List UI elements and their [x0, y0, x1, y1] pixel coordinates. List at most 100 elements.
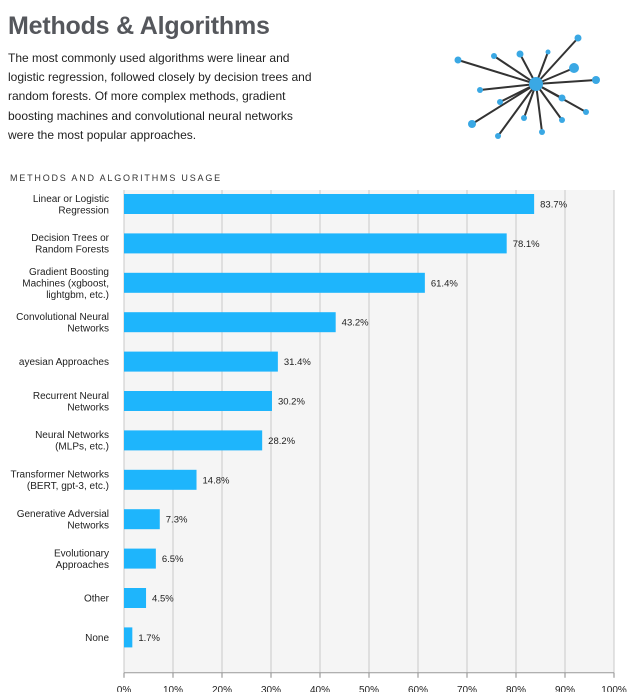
network-node — [559, 117, 565, 123]
bar — [124, 588, 147, 608]
network-edge — [471, 83, 537, 125]
network-node — [545, 49, 551, 55]
x-tick-label: 80% — [506, 685, 526, 692]
category-label: Gradient Boosting Machines (xgboost, light… — [22, 267, 109, 301]
category-label: None — [85, 633, 109, 644]
network-node — [468, 120, 476, 128]
category-label-line: (MLPs, etc.) — [55, 442, 109, 453]
bar-value-label: 30.2% — [278, 397, 305, 408]
chart-title: METHODS AND ALGORITHMS USAGE — [10, 173, 222, 183]
category-label-line: Other — [84, 594, 110, 605]
bar-value-label: 78.1% — [513, 239, 540, 250]
x-tick-label: 100% — [601, 685, 627, 692]
category-label-line: Networks — [67, 323, 109, 334]
bar-value-label: 28.2% — [268, 436, 295, 447]
category-label-line: Neural Networks — [35, 430, 109, 441]
category-label-line: (BERT, gpt-3, etc.) — [27, 481, 109, 492]
network-node — [592, 76, 600, 84]
bar-value-label: 14.8% — [203, 475, 230, 486]
bar-value-label: 83.7% — [540, 200, 567, 211]
network-hub-node — [529, 77, 543, 91]
category-label: Decision Trees or Random Forests — [31, 233, 109, 256]
network-illustration — [454, 34, 600, 139]
category-label-line: Machines (xgboost, — [22, 278, 109, 289]
network-node — [569, 63, 579, 73]
category-label-line: Decision Trees or — [31, 233, 109, 244]
network-node — [495, 133, 501, 139]
bar — [124, 351, 278, 372]
page-title: Methods & Algorithms — [8, 12, 270, 40]
bar-value-label: 4.5% — [152, 594, 174, 605]
network-edge — [479, 83, 537, 91]
category-label-line: Random Forests — [35, 245, 109, 256]
network-node — [491, 53, 497, 59]
network-node — [574, 34, 582, 42]
bar — [124, 391, 272, 411]
bar-chart: 83.7% 78.1% 61.4% 43.2% 31.4% 30.2% 28.2% 14.8%… — [10, 190, 627, 692]
x-tick-label: 30% — [261, 685, 281, 692]
bar — [124, 548, 156, 569]
category-label: Evolutionary Approaches — [54, 548, 109, 571]
category-label: Neural Networks (MLPs, etc.) — [35, 430, 109, 453]
network-node — [516, 50, 524, 58]
category-label-line: None — [85, 633, 109, 644]
bar — [124, 312, 336, 333]
category-label-line: Evolutionary — [54, 548, 109, 559]
bar — [124, 233, 507, 254]
bar-value-label: 31.4% — [284, 357, 311, 368]
network-node — [539, 129, 545, 135]
category-label-line: Linear or Logistic — [33, 194, 109, 205]
bar — [124, 430, 263, 451]
category-label-line: Gradient Boosting — [29, 267, 109, 278]
category-label-line: Approaches — [56, 560, 109, 571]
x-tick-label: 60% — [408, 685, 428, 692]
bar — [124, 627, 133, 648]
category-label: Convolutional Neural Networks — [16, 312, 109, 335]
bar — [124, 469, 197, 490]
network-edge — [457, 59, 537, 85]
network-edge — [535, 37, 579, 85]
network-edge — [493, 55, 537, 85]
network-node — [454, 56, 462, 64]
x-tick-label: 0% — [117, 685, 132, 692]
bar-value-label: 6.5% — [162, 554, 184, 565]
category-label-line: Generative Adversial — [17, 509, 109, 520]
network-node — [558, 94, 566, 102]
intro-paragraph: The most commonly used algorithms were l… — [8, 51, 312, 142]
x-tick-label: 70% — [457, 685, 477, 692]
x-tick-label: 90% — [555, 685, 575, 692]
network-node — [583, 109, 589, 115]
category-label: ayesian Approaches — [19, 357, 109, 368]
category-label-line: Regression — [58, 205, 109, 216]
category-label-line: ayesian Approaches — [19, 357, 109, 368]
category-label: Generative Adversial Networks — [17, 509, 109, 532]
category-label-line: Recurrent Neural — [33, 391, 109, 402]
category-label-line: lightgbm, etc.) — [46, 290, 109, 301]
category-label: Transformer Networks (BERT, gpt-3, etc.) — [10, 470, 109, 493]
bar — [124, 194, 535, 214]
x-tick-label: 10% — [163, 685, 183, 692]
network-node — [477, 87, 483, 93]
bar-value-label: 1.7% — [138, 633, 160, 644]
network-edge — [497, 83, 537, 137]
category-label-line: Networks — [67, 402, 109, 413]
network-node — [497, 99, 503, 105]
category-label: Recurrent Neural Networks — [33, 391, 109, 414]
x-tick-label: 50% — [359, 685, 379, 692]
network-edge — [535, 83, 563, 121]
bar-value-label: 61.4% — [431, 278, 458, 289]
category-label-line: Networks — [67, 520, 109, 531]
bar — [124, 509, 160, 530]
network-edge — [535, 83, 543, 133]
x-tick-label: 20% — [212, 685, 232, 692]
bar-value-label: 7.3% — [166, 515, 188, 526]
network-node — [521, 115, 527, 121]
category-label-line: Convolutional Neural — [16, 312, 109, 323]
x-tick-label: 40% — [310, 685, 330, 692]
network-edge — [535, 79, 597, 85]
category-label: Linear or Logistic Regression — [33, 194, 109, 217]
category-label: Other — [84, 594, 110, 605]
bar — [124, 272, 425, 293]
bar-value-label: 43.2% — [342, 318, 369, 329]
category-label-line: Transformer Networks — [10, 470, 109, 481]
